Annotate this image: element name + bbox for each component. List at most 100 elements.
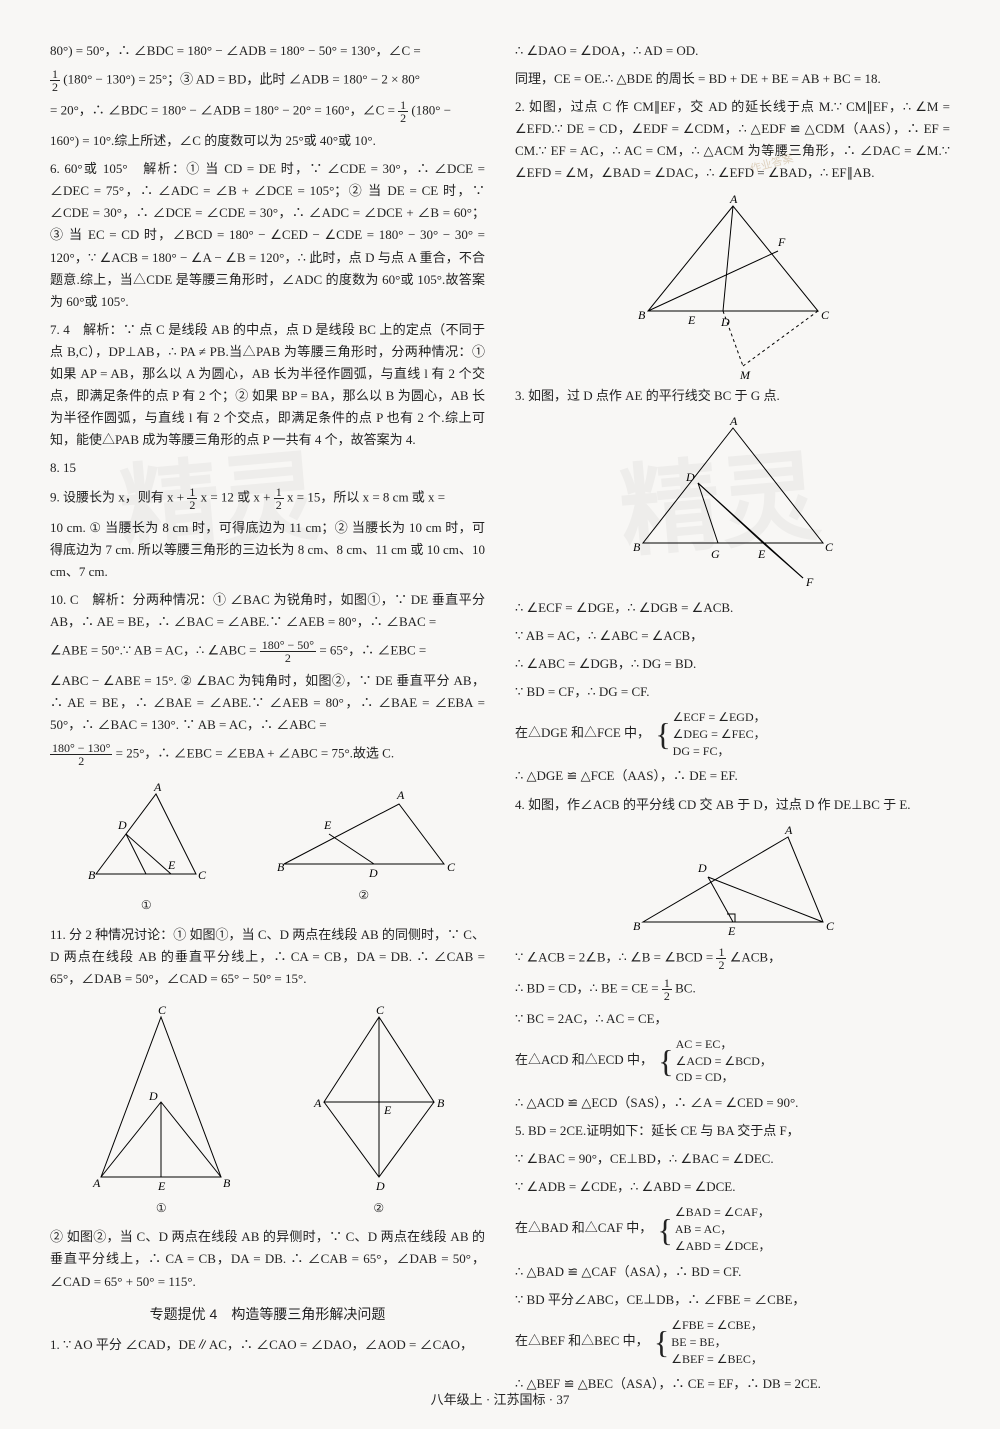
text: ∠ACB，: [730, 949, 781, 964]
solution-10: 10. C 解析：分两种情况：① ∠BAC 为锐角时，如图①，∵ DE 垂直平分…: [50, 589, 485, 633]
svg-text:E: E: [323, 818, 332, 832]
svg-text:C: C: [376, 1003, 385, 1017]
figure-q10-1: A D B E C ①: [76, 773, 216, 915]
figure-row-q10: A D B E C ① A: [50, 773, 485, 915]
text-line: ∴ ∠ABC = ∠DGB，∴ DG = BD.: [515, 653, 950, 675]
text: x = 15，所以 x = 8 cm 或 x =: [287, 489, 445, 504]
brace-group: { ∠BAD = ∠CAF， AB = AC， ∠ABD = ∠DCE，: [656, 1204, 771, 1254]
text-line: 160°) = 10°.综上所述，∠C 的度数可以为 25°或 40°或 10°…: [50, 130, 485, 152]
text: (180° − 130°) = 25°；③ AD = BD，此时 ∠ADB = …: [63, 72, 420, 87]
text-line: 在△BAD 和△CAF 中， { ∠BAD = ∠CAF， AB = AC， ∠…: [515, 1204, 950, 1254]
text-line: ∴ ∠DAO = ∠DOA，∴ AD = OD.: [515, 40, 950, 62]
text-line: 12 (180° − 130°) = 25°；③ AD = BD，此时 ∠ADB…: [50, 68, 485, 93]
sec-solution-1: 1. ∵ AO 平分 ∠CAD，DE∥AC，∴ ∠CAO = ∠DAO，∠AOD…: [50, 1334, 485, 1356]
svg-text:D: D: [117, 818, 127, 832]
brace-line: ∠ACD = ∠BCD，: [676, 1053, 772, 1070]
text: (180° −: [411, 103, 451, 118]
svg-text:M: M: [739, 368, 751, 381]
text-line: ∵ BD = CF，∴ DG = CF.: [515, 681, 950, 703]
svg-text:E: E: [157, 1179, 166, 1192]
text-line: 在△DGE 和△FCE 中， { ∠ECF = ∠EGD， ∠DEG = ∠FE…: [515, 709, 950, 759]
figure-q10-2: A B E D C ②: [269, 773, 459, 915]
fraction: 180° − 50°2: [260, 639, 316, 664]
text: ∴ BD = CD，∴ BE = CE =: [515, 980, 662, 995]
triangle-figure-4: C A E B D: [304, 1002, 454, 1192]
text: = 20°，∴ ∠BDC = 180° − ∠ADB = 180° − 20° …: [50, 103, 398, 118]
figure-q11-2: C A E B D ②: [304, 996, 454, 1218]
figure-label: ①: [76, 895, 216, 915]
brace-line: ∠ECF = ∠EGD，: [673, 709, 766, 726]
svg-text:A: A: [313, 1096, 322, 1110]
solution-8: 8. 15: [50, 457, 485, 479]
svg-text:F: F: [777, 235, 786, 249]
svg-text:A: A: [729, 192, 738, 206]
svg-text:D: D: [148, 1089, 158, 1103]
solution-11b: ② 如图②，当 C、D 两点在线段 AB 的异侧时，∵ C、D 两点在线段 AB…: [50, 1226, 485, 1292]
brace-line: ∠ABD = ∠DCE，: [675, 1238, 771, 1255]
text: ∵ ∠ACB = 2∠B，∴ ∠B = ∠BCD =: [515, 949, 716, 964]
brace-line: ∠BAD = ∠CAF，: [675, 1204, 771, 1221]
solution-11a: 11. 分 2 种情况讨论：① 如图①，当 C、D 两点在线段 AB 的同侧时，…: [50, 924, 485, 990]
text-line: ∵ ∠ACB = 2∠B，∴ ∠B = ∠BCD = 12 ∠ACB，: [515, 946, 950, 971]
solution-5a: 5. BD = 2CE.证明如下：延长 CE 与 BA 交于点 F，: [515, 1120, 950, 1142]
figure-label: ②: [269, 885, 459, 905]
triangle-figure-3: C D A E B: [81, 1002, 241, 1192]
svg-text:A: A: [396, 788, 405, 802]
svg-text:E: E: [757, 547, 766, 561]
fraction: 12: [50, 68, 60, 93]
svg-text:C: C: [447, 860, 456, 874]
svg-text:C: C: [825, 540, 834, 554]
svg-text:A: A: [729, 414, 738, 428]
text: 在△BEF 和△BEC 中，: [515, 1333, 649, 1348]
text-line: ∠ABE = 50°.∵ AB = AC，∴ ∠ABC = 180° − 50°…: [50, 639, 485, 664]
figure-row-q11: C D A E B ①: [50, 996, 485, 1218]
text-line: ∵ BC = 2AC，∴ AC = CE，: [515, 1008, 950, 1030]
svg-text:D: D: [685, 470, 695, 484]
solution-6: 6. 60°或 105° 解析：① 当 CD = DE 时，∵ ∠CDE = 3…: [50, 158, 485, 313]
svg-text:A: A: [784, 823, 793, 837]
brace-line: ∠FBE = ∠CBE，: [671, 1317, 763, 1334]
svg-text:C: C: [158, 1003, 167, 1017]
svg-text:E: E: [383, 1103, 392, 1117]
figure-label: ①: [81, 1198, 241, 1218]
svg-text:D: D: [375, 1179, 385, 1192]
svg-text:D: D: [720, 315, 730, 329]
text-line: ∵ AB = AC，∴ ∠ABC = ∠ACB，: [515, 625, 950, 647]
fraction: 12: [187, 486, 197, 511]
section-title: 专题提优 4 构造等腰三角形解决问题: [50, 1303, 485, 1327]
solution-2: 2. 如图，过点 C 作 CM∥EF，交 AD 的延长线于点 M.∵ CM∥EF…: [515, 96, 950, 184]
svg-text:C: C: [826, 919, 835, 933]
text-line: ∴ BD = CD，∴ BE = CE = 12 BC.: [515, 977, 950, 1002]
text-line: ∴ △BAD ≌ △CAF（ASA），∴ BD = CF.: [515, 1261, 950, 1283]
triangle-figure-1: A D B E C: [76, 779, 216, 889]
text: x = 12 或 x +: [201, 489, 274, 504]
svg-text:C: C: [821, 308, 830, 322]
fraction: 12: [398, 99, 408, 124]
figure-q3: A D B G E C F: [603, 413, 863, 593]
brace-line: AC = EC，: [676, 1036, 772, 1053]
svg-text:E: E: [687, 313, 696, 327]
solution-9: 9. 设腰长为 x，则有 x + 12 x = 12 或 x + 12 x = …: [50, 486, 485, 511]
text: = 65°，∴ ∠EBC =: [319, 642, 426, 657]
svg-text:E: E: [167, 858, 176, 872]
text: ∠ABE = 50°.∵ AB = AC，∴ ∠ABC =: [50, 642, 260, 657]
fraction: 12: [274, 486, 284, 511]
svg-text:B: B: [633, 540, 641, 554]
svg-text:B: B: [633, 919, 641, 933]
left-column: 80°) = 50°，∴ ∠BDC = 180° − ∠ADB = 180° −…: [50, 40, 485, 1402]
brace-group: { AC = EC， ∠ACD = ∠BCD， CD = CD，: [656, 1036, 772, 1086]
text: = 25°，∴ ∠EBC = ∠EBA + ∠ABC = 75°.故选 C.: [116, 746, 394, 761]
solution-3a: 3. 如图，过 D 点作 AE 的平行线交 BC 于 G 点.: [515, 385, 950, 407]
text-line: ∴ △ACD ≌ △ECD（SAS），∴ ∠A = ∠CED = 90°.: [515, 1092, 950, 1114]
fraction: 180° − 130°2: [50, 742, 112, 767]
text-line: 180° − 130°2 = 25°，∴ ∠EBC = ∠EBA + ∠ABC …: [50, 742, 485, 767]
brace-line: DG = FC，: [673, 743, 766, 760]
text-line: 80°) = 50°，∴ ∠BDC = 180° − ∠ADB = 180° −…: [50, 40, 485, 62]
text-line: ∵ ∠BAC = 90°，CE⊥BD，∴ ∠BAC = ∠DEC.: [515, 1148, 950, 1170]
svg-text:D: D: [697, 861, 707, 875]
text: 在△DGE 和△FCE 中，: [515, 725, 650, 740]
text: 在△BAD 和△CAF 中，: [515, 1221, 652, 1236]
fraction: 12: [662, 977, 672, 1002]
svg-text:C: C: [198, 868, 207, 882]
figure-q4: A D B E C: [613, 822, 853, 942]
